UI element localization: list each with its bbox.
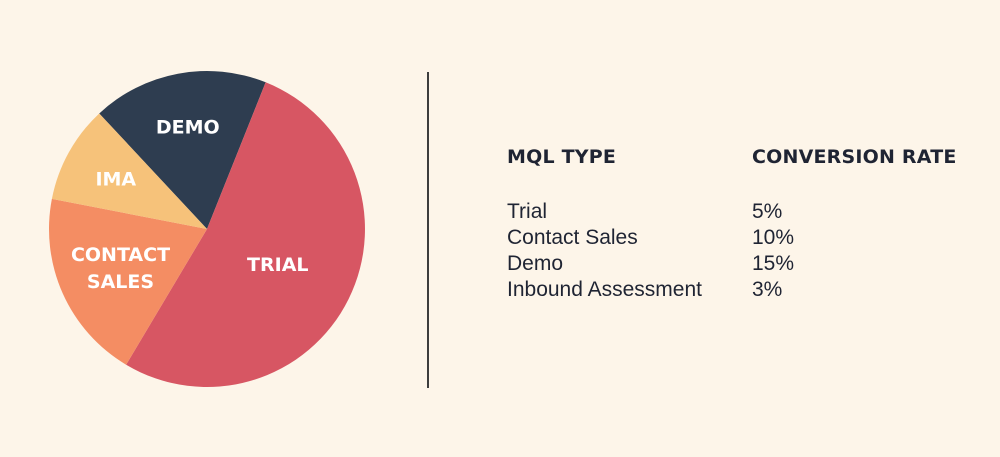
pie-label-trial: TRIAL xyxy=(247,254,308,276)
cell-mql-type: Demo xyxy=(507,252,564,275)
cell-conversion-rate: 3% xyxy=(752,278,783,301)
table-row: Demo 15% xyxy=(507,251,977,277)
table-row: Trial 5% xyxy=(507,199,977,225)
pie-slice-ima xyxy=(51,113,208,229)
pie-slice-trial xyxy=(126,82,365,387)
pie-slice-contact-sales xyxy=(48,198,208,365)
cell-mql-type: Inbound Assessment xyxy=(507,278,702,301)
header-conversion-rate: CONVERSION RATE xyxy=(752,146,957,168)
table-row: Contact Sales 10% xyxy=(507,225,977,251)
table-row: Inbound Assessment 3% xyxy=(507,277,977,303)
cell-conversion-rate: 10% xyxy=(752,226,795,249)
cell-mql-type: Contact Sales xyxy=(507,226,638,249)
cell-mql-type: Trial xyxy=(507,200,548,223)
cell-conversion-rate: 5% xyxy=(752,200,783,223)
vertical-divider xyxy=(427,72,429,388)
pie-label-demo: DEMO xyxy=(156,117,220,139)
pie-label-ima: IMA xyxy=(95,168,136,190)
header-mql-type: MQL TYPE xyxy=(507,146,617,168)
pie-chart: DEMO TRIAL CONTACT SALES IMA xyxy=(48,70,365,387)
table-body: Trial 5% Contact Sales 10% Demo 15% Inbo… xyxy=(507,199,977,303)
pie-label-contact-sales: CONTACT SALES xyxy=(71,244,170,293)
cell-conversion-rate: 15% xyxy=(752,252,795,275)
pie-slice-demo xyxy=(99,70,266,230)
